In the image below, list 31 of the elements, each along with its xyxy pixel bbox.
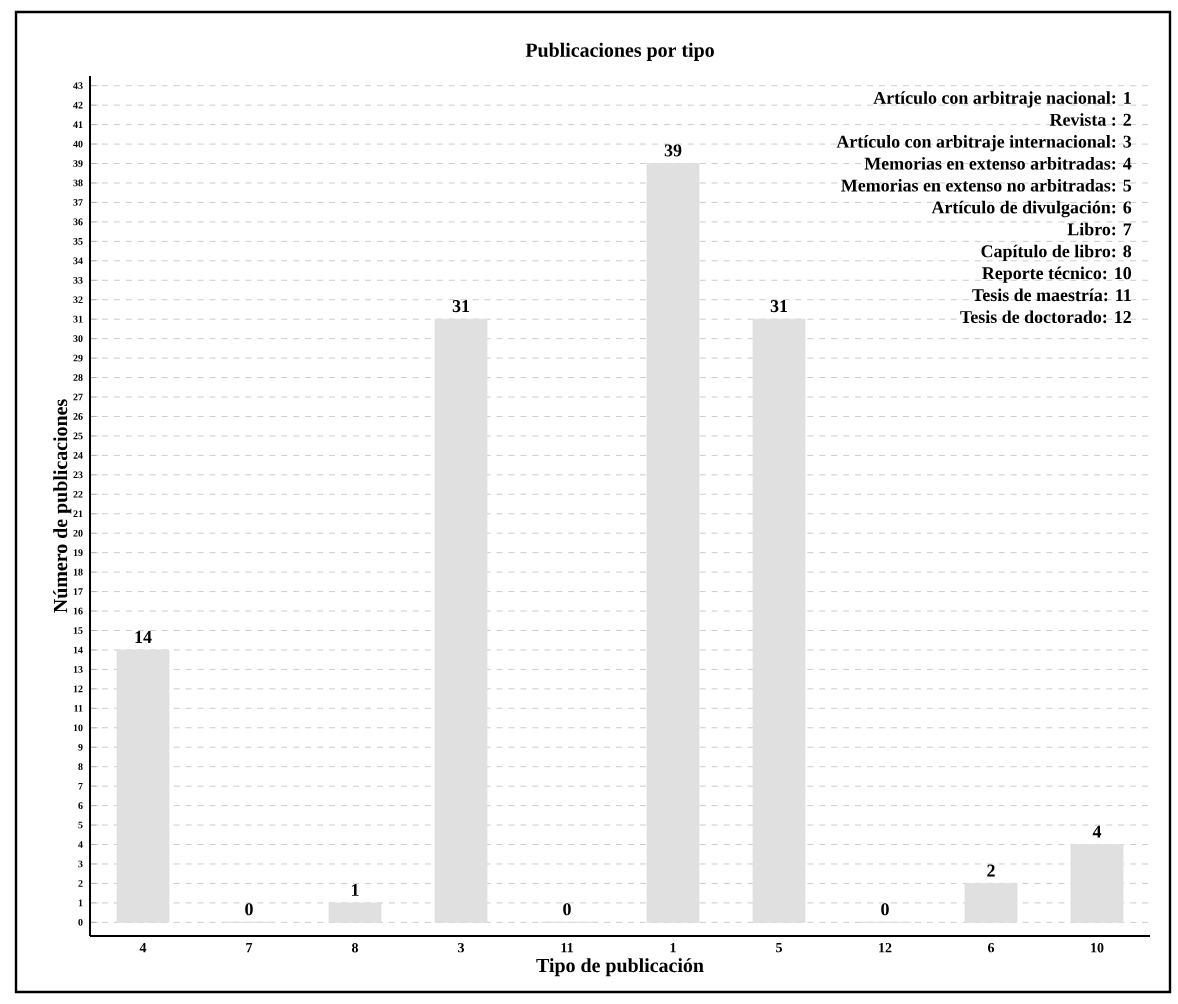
data-label: 31: [452, 300, 470, 313]
annotation: Capítulo de libro: 8: [981, 244, 1132, 261]
bar: [328, 902, 382, 923]
data-label: 1: [351, 884, 359, 896]
data-label: 2: [987, 864, 995, 877]
data-label: 14: [135, 631, 152, 643]
annotation: Reporte técnico: 10: [982, 266, 1132, 283]
annotation: Memorias en extenso arbitradas: 4: [864, 157, 1132, 170]
annotation: Artículo con arbitraje nacional: 1: [873, 91, 1131, 108]
bar: [116, 649, 170, 923]
data-label: 39: [664, 144, 682, 157]
annotation: Tesis de maestría: 11: [972, 288, 1131, 302]
annotation: Revista : 2: [1049, 113, 1131, 126]
annotation: Artículo de divulgación: 6: [931, 200, 1132, 218]
annotation: Memorias en extenso no arbitradas: 5: [841, 178, 1132, 192]
bar: [1070, 844, 1124, 923]
y-axis-title: Número de publicaciones: [53, 399, 72, 613]
data-label: 31: [770, 300, 788, 313]
bar: [646, 163, 700, 923]
annotation: Libro: 7: [1067, 222, 1132, 236]
annotation: Tesis de doctorado: 12: [960, 310, 1131, 324]
bar: [752, 318, 806, 923]
data-label: 0: [563, 903, 571, 916]
bar: [434, 318, 488, 923]
data-label: 0: [881, 903, 889, 916]
annotation: Artículo con arbitraje internacional: 3: [836, 135, 1132, 152]
x-axis-title: Tipo de publicación: [536, 958, 704, 977]
bar: [964, 883, 1018, 923]
data-label: 4: [1092, 825, 1102, 838]
chart-title: Publicaciones por tipo: [525, 42, 714, 61]
data-label: 0: [245, 903, 253, 916]
